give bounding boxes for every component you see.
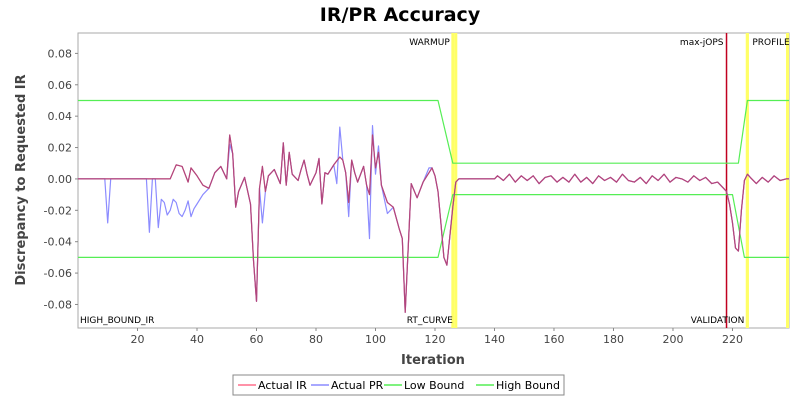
phase-marker-label: max-jOPS <box>680 38 724 48</box>
legend-entry: Actual IR <box>258 379 307 392</box>
series-line-low-bound <box>78 194 789 258</box>
x-tick-label: 180 <box>603 333 624 346</box>
phase-marker-label: RT_CURVE <box>407 316 453 326</box>
y-tick-label: 0.06 <box>48 79 73 92</box>
x-tick-label: 200 <box>662 333 683 346</box>
x-tick-label: 60 <box>249 333 263 346</box>
legend-entry: Actual PR <box>331 379 384 392</box>
y-tick-label: 0.04 <box>48 110 73 123</box>
phase-marker-labels: WARMUP max-jOPS PROFILE HIGH_BOUND_IR RT_CUR… <box>80 38 790 326</box>
x-axis-label: Iteration <box>401 353 465 368</box>
y-tick-label: 0.00 <box>48 173 73 186</box>
series-overlap-line <box>78 134 789 313</box>
plot-area <box>77 32 790 329</box>
x-tick-label: 120 <box>424 333 445 346</box>
x-tick-label: 160 <box>543 333 564 346</box>
phase-marker-label: HIGH_BOUND_IR <box>80 316 154 326</box>
x-tick-label: 40 <box>190 333 204 346</box>
series-lines <box>78 99 789 313</box>
y-tick-label: 0.02 <box>48 142 73 155</box>
legend-entry: Low Bound <box>404 379 464 392</box>
y-tick-label: -0.08 <box>44 298 72 311</box>
y-axis-label: Discrepancy to Requested IR <box>14 74 29 285</box>
legend-entry: High Bound <box>496 379 560 392</box>
phase-markers <box>451 33 790 328</box>
phase-marker-label: VALIDATION <box>691 316 745 326</box>
x-tick-label: 220 <box>722 333 743 346</box>
x-tick-label: 80 <box>309 333 323 346</box>
y-axis: -0.08 -0.06 -0.04 -0.02 0.00 0.02 0.04 0.06 0.08 <box>44 47 78 311</box>
chart-title: IR/PR Accuracy <box>320 4 481 26</box>
x-tick-label: 140 <box>484 333 505 346</box>
y-tick-label: -0.04 <box>44 236 72 249</box>
y-tick-label: 0.08 <box>48 47 73 60</box>
legend: Actual IR Actual PR Low Bound High Bound <box>232 374 565 396</box>
y-tick-label: -0.02 <box>44 204 72 217</box>
y-tick-label: -0.06 <box>44 267 72 280</box>
series-line-high-bound <box>78 99 789 164</box>
x-tick-label: 20 <box>130 333 144 346</box>
phase-marker-label: WARMUP <box>409 38 450 48</box>
phase-marker-label: PROFILE <box>752 38 790 48</box>
x-tick-label: 100 <box>365 333 386 346</box>
x-axis: 20 40 60 80 100 120 140 160 180 200 220 <box>130 328 743 346</box>
